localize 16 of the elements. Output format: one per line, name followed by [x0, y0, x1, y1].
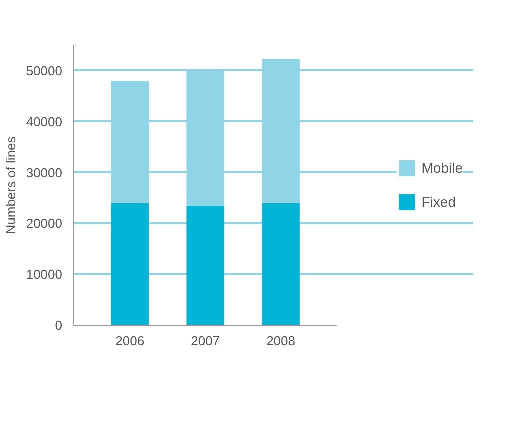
bar [262, 203, 300, 326]
y-tick-label: 10000 [26, 267, 63, 282]
y-tick-label: 20000 [26, 216, 63, 232]
y-tick-label: 30000 [26, 165, 63, 180]
bar [186, 206, 224, 326]
bar [111, 81, 149, 204]
x-tick-label: 2006 [116, 334, 145, 348]
y-tick-label: 0 [55, 318, 63, 333]
bar [111, 203, 149, 326]
legend-label: Fixed [422, 194, 456, 210]
legend-label: Mobile [422, 160, 463, 176]
y-tick-label: 50000 [26, 63, 63, 78]
x-tick-label: 2008 [266, 334, 296, 348]
x-tick-label: 2007 [191, 334, 220, 348]
y-axis-title: Numbers of lines [3, 136, 18, 234]
y-tick-label: 40000 [26, 114, 63, 130]
